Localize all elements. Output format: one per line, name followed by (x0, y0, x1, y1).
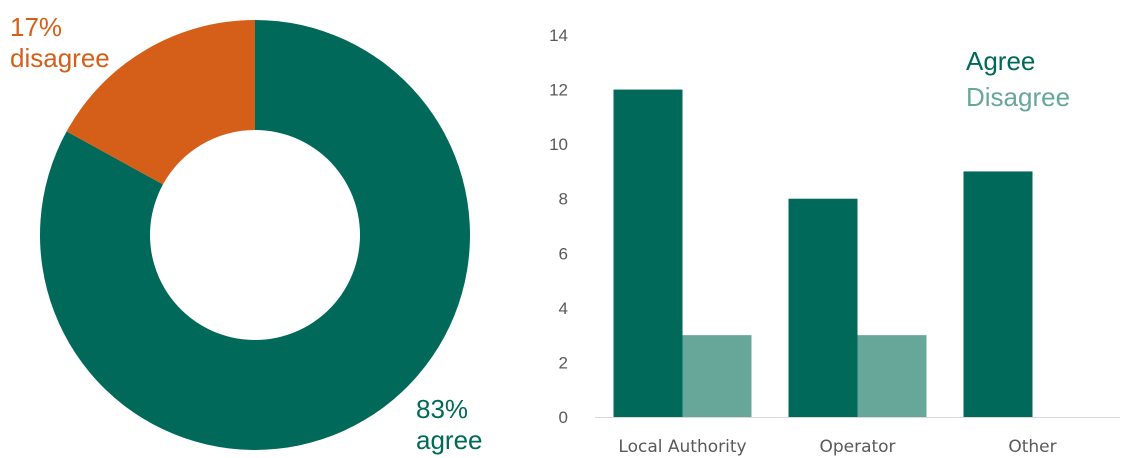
bar-agree-other (963, 171, 1033, 417)
bar-disagree-operator (857, 335, 927, 417)
y-tick-label: 12 (549, 81, 568, 100)
category-labels: Local Authority Operator Other (618, 437, 1056, 457)
bar-marks (613, 89, 1033, 418)
donut-slice-agree (39, 20, 471, 451)
bar-disagree-local-authority (682, 335, 752, 417)
y-tick-label: 6 (559, 244, 568, 263)
y-tick-label: 0 (559, 408, 568, 427)
bar-agree-local-authority (613, 89, 683, 418)
category-label: Operator (819, 437, 895, 457)
agree-percent-label: 83% (416, 394, 468, 424)
donut-slice-disagree (66, 20, 256, 185)
y-tick-label: 8 (559, 190, 568, 209)
disagree-percent-label: 17% (10, 12, 62, 42)
y-tick-label: 14 (549, 26, 568, 45)
agree-word-label: agree (416, 425, 483, 455)
bar-agree-operator (788, 198, 858, 417)
y-tick-label: 10 (549, 135, 568, 154)
y-axis-ticks: 0 2 4 6 8 10 12 14 (549, 26, 568, 427)
y-tick-label: 2 (559, 353, 568, 372)
bar-chart: 0 2 4 6 8 10 12 14 Local Authority Operator Other… (549, 26, 1120, 457)
y-tick-label: 4 (559, 299, 568, 318)
category-label: Other (1008, 437, 1056, 457)
legend-disagree: Disagree (966, 82, 1070, 112)
donut-chart: 17% disagree 83% agree (10, 12, 483, 455)
legend-agree: Agree (966, 46, 1035, 76)
category-label: Local Authority (618, 437, 746, 457)
disagree-word-label: disagree (10, 43, 110, 73)
